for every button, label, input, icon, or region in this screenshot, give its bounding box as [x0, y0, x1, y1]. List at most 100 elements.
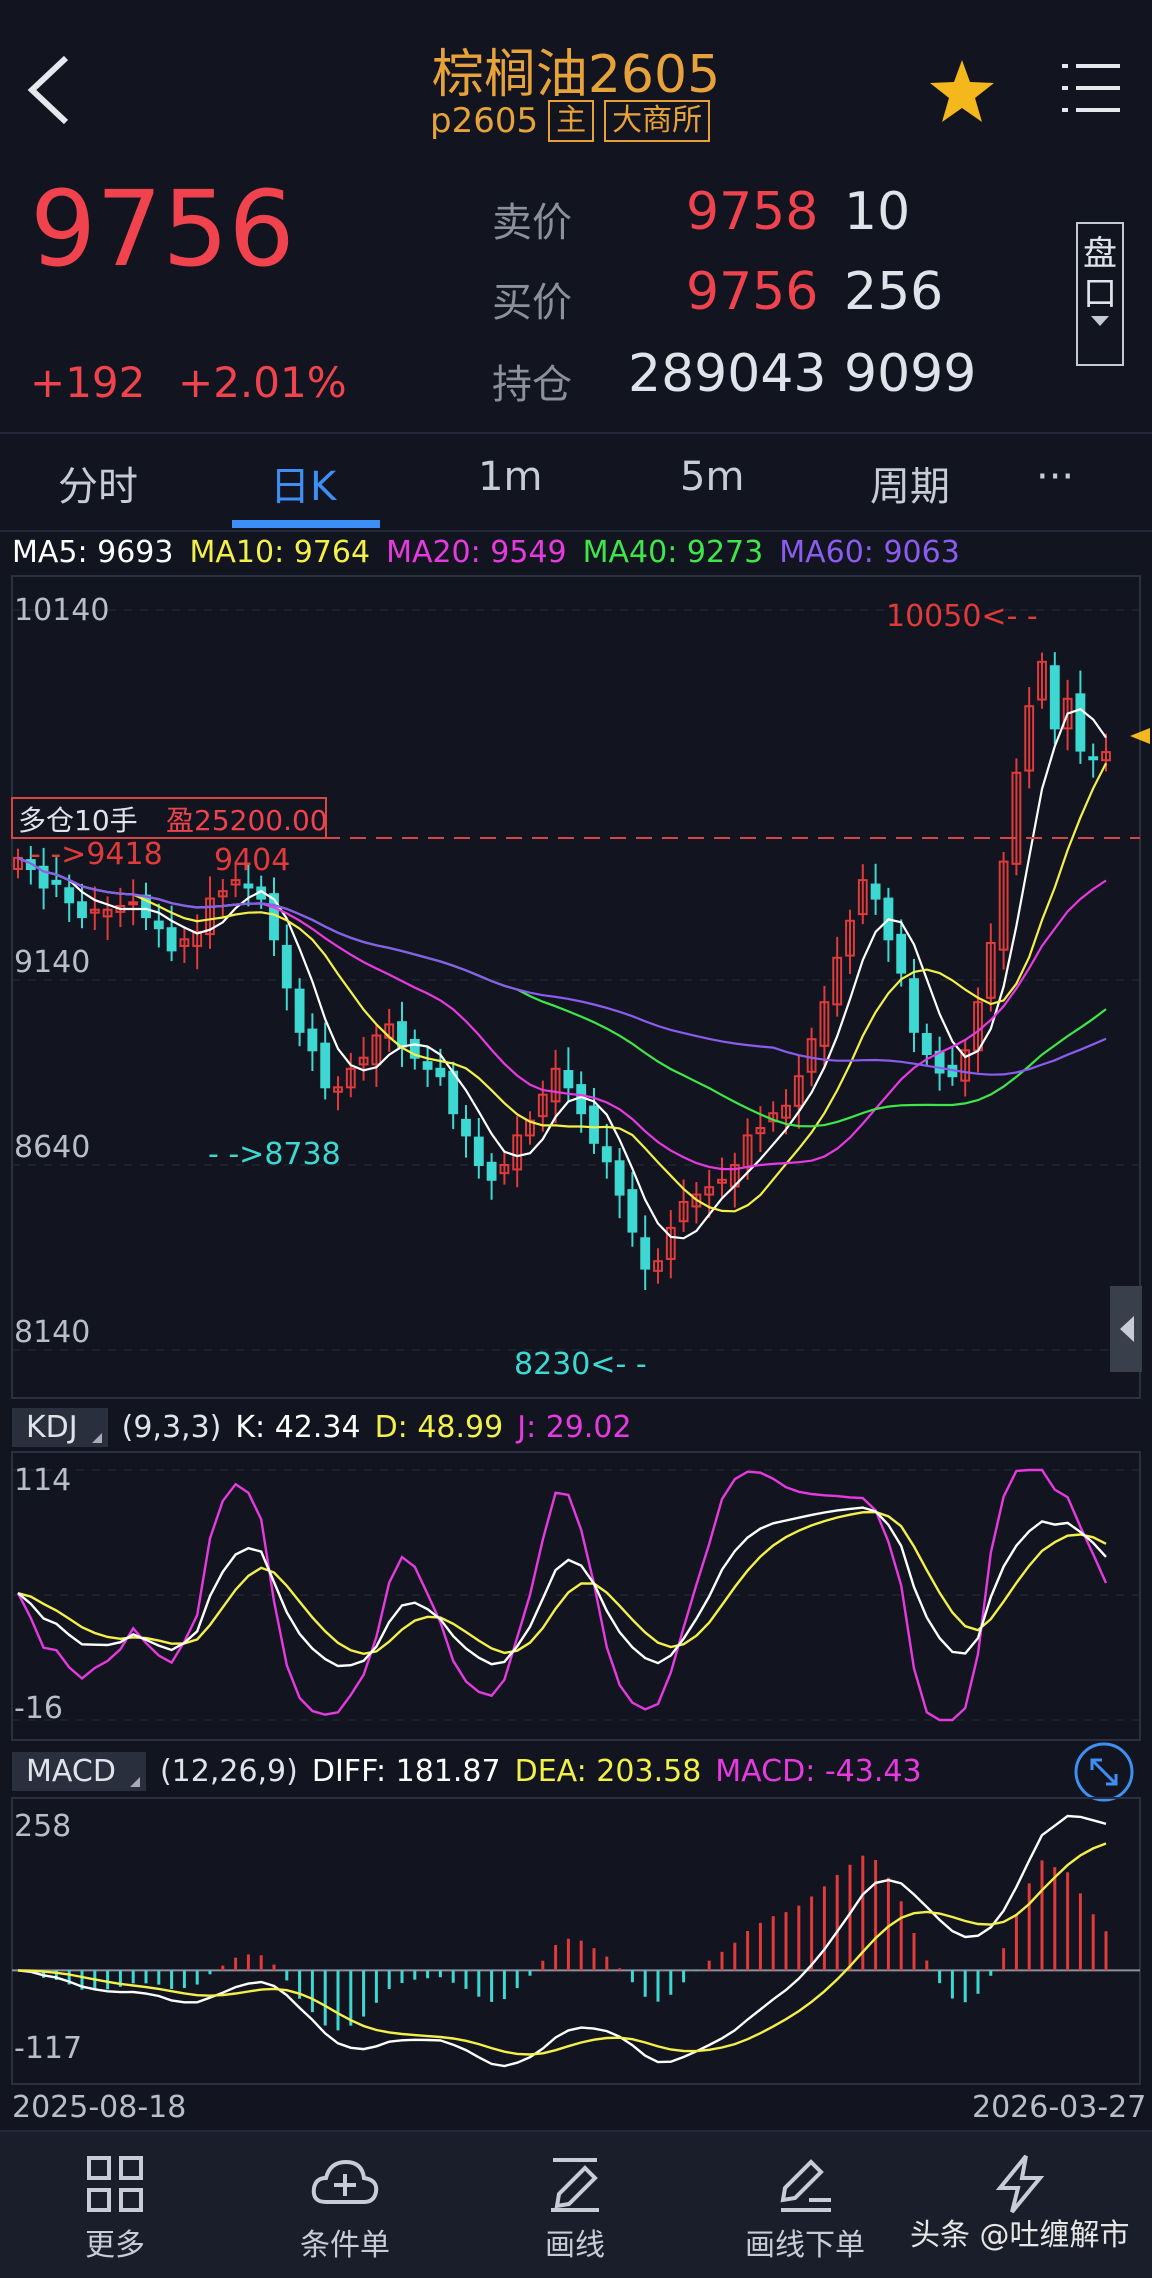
candle-body	[435, 1067, 446, 1078]
kdj-tick-label: -16	[14, 1691, 63, 1726]
candle-body	[38, 865, 49, 889]
candle-body	[1101, 751, 1111, 762]
kdj-selector[interactable]: KDJ	[12, 1408, 108, 1447]
tab-intraday[interactable]: 分时	[58, 464, 138, 510]
candle-body	[153, 920, 164, 930]
kdj-legend: KDJ (9,3,3) K: 42.34 D: 48.99 J: 29.02	[12, 1408, 632, 1447]
chevron-down-icon	[1091, 316, 1109, 326]
ma10-line	[17, 762, 1107, 1213]
price-tick-label: 9140	[14, 945, 90, 980]
exchange-tag: 大商所	[604, 100, 711, 142]
macd-value: MACD: -43.43	[715, 1754, 922, 1789]
page-title: 棕榈油2605	[431, 45, 721, 105]
date-start: 2025-08-18	[12, 2090, 187, 2125]
draw-order-button[interactable]: 画线下单	[715, 2154, 895, 2264]
lightning-icon	[995, 2154, 1045, 2214]
ma10-value: MA10: 9764	[189, 535, 371, 570]
candle-body	[461, 1118, 471, 1137]
candle-body	[320, 1042, 331, 1089]
macd-chart[interactable]: 258 -117	[0, 1796, 1152, 2086]
candle-body	[397, 1021, 407, 1048]
more-button[interactable]: 更多	[25, 2154, 205, 2264]
ma5-value: MA5: 9693	[12, 535, 174, 570]
ma60-line	[17, 856, 1107, 1076]
candle-body	[1062, 697, 1073, 730]
candle-body	[1011, 771, 1022, 865]
candle-body	[640, 1237, 651, 1270]
flash-order-button[interactable]	[945, 2154, 1095, 2220]
candle-body	[896, 933, 907, 974]
watermark: 头条 @吐缠解市	[910, 2218, 1130, 2253]
price-change-pct: +2.01%	[178, 358, 347, 407]
macd-selector[interactable]: MACD	[12, 1752, 146, 1791]
price-tick-label: 8640	[14, 1130, 90, 1165]
pankou-label: 盘口	[1083, 234, 1117, 314]
price-tick-label: 8140	[14, 1315, 90, 1350]
menu-icon[interactable]	[1060, 62, 1122, 114]
tab-1m[interactable]: 1m	[478, 454, 543, 500]
annotation-high: 10050<- -	[886, 599, 1038, 634]
kdj-d: D: 48.99	[374, 1410, 504, 1445]
bid-volume: 256	[844, 262, 944, 322]
open-interest-label: 持仓	[492, 362, 572, 408]
candle-body	[192, 930, 203, 947]
position-box[interactable]	[11, 797, 327, 839]
candle-body	[230, 879, 241, 886]
candle-body	[358, 1056, 369, 1066]
candle-body	[473, 1136, 484, 1166]
candle-body	[781, 1104, 791, 1119]
kdj-k-line	[17, 1506, 1107, 1668]
annotation-9404: 9404	[214, 843, 290, 878]
candle-body	[1024, 705, 1035, 772]
candle-body	[166, 927, 177, 952]
bid-label: 买价	[492, 280, 572, 326]
candle-body	[512, 1134, 523, 1171]
macd-diff: DIFF: 181.87	[311, 1754, 501, 1789]
candle-body	[537, 1093, 548, 1118]
candle-body	[985, 942, 996, 999]
candle-body	[909, 978, 919, 1033]
candle-body	[307, 1028, 318, 1052]
pankou-toggle[interactable]: 盘口	[1076, 222, 1124, 366]
candle-body	[665, 1226, 676, 1260]
tab-period[interactable]: 周期	[870, 464, 950, 510]
candle-body	[653, 1260, 663, 1272]
kdj-chart[interactable]: 114 -16	[0, 1450, 1152, 1742]
candle-body	[601, 1146, 612, 1163]
back-icon[interactable]	[22, 50, 82, 130]
macd-tick-label: -117	[14, 2031, 82, 2066]
candle-body	[563, 1070, 574, 1089]
candle-body	[627, 1189, 638, 1233]
candle-body	[345, 1067, 356, 1089]
candle-body	[832, 956, 843, 1006]
candle-body	[409, 1038, 420, 1059]
open-interest-change: 9099	[844, 344, 977, 404]
pen-order-icon	[780, 2159, 831, 2212]
header: 棕榈油2605 p2605 主 大商所	[0, 0, 1152, 185]
tab-daily-k[interactable]: 日K	[270, 464, 337, 510]
candle-body	[205, 897, 215, 936]
candle-body	[678, 1201, 689, 1223]
active-tab-indicator	[232, 520, 380, 528]
candle-body	[486, 1161, 497, 1181]
candle-body	[422, 1061, 433, 1070]
candle-body	[845, 919, 855, 957]
candle-body	[870, 883, 881, 900]
tab-more[interactable]: ···	[1036, 454, 1075, 500]
conditional-order-button[interactable]: 条件单	[255, 2154, 435, 2264]
more-label: 更多	[85, 2228, 145, 2263]
kdj-j-line	[16, 1468, 1108, 1722]
draw-order-label: 画线下单	[745, 2228, 865, 2263]
cloud-plus-icon	[311, 2159, 379, 2204]
draw-line-button[interactable]: 画线	[485, 2154, 665, 2264]
candlestick-chart[interactable]: 10140 9140 8640 8140 多仓10手 盈25200.00 10050<…	[0, 570, 1152, 1400]
position-profit: 盈25200.00	[166, 804, 328, 837]
expand-icon[interactable]	[1072, 1740, 1136, 1804]
favorite-star-icon[interactable]	[928, 58, 996, 124]
kdj-params: (9,3,3)	[121, 1410, 222, 1445]
candle-body	[499, 1164, 510, 1175]
tab-5m[interactable]: 5m	[680, 454, 745, 500]
annotation-9418: - ->9418	[30, 837, 163, 872]
candle-body	[576, 1084, 587, 1115]
candle-body	[333, 1086, 343, 1093]
